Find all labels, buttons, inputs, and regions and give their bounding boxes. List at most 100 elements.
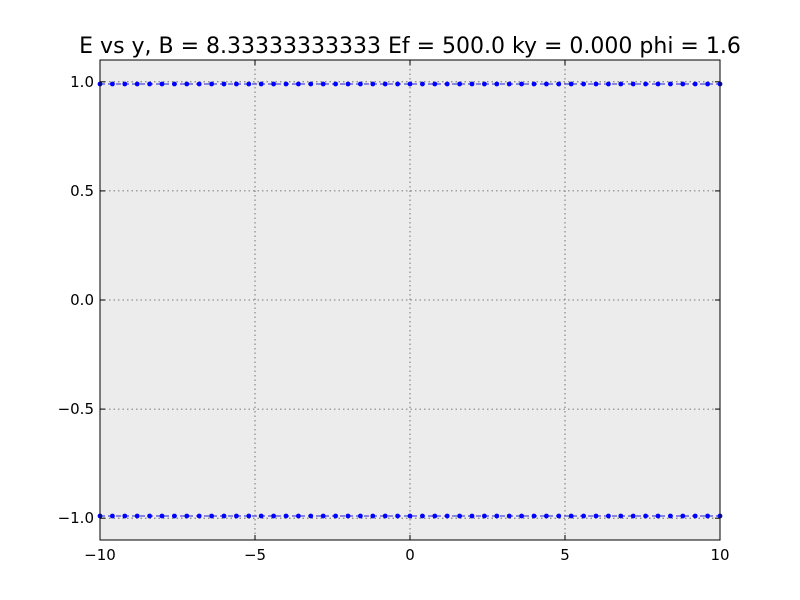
data-point xyxy=(407,513,413,519)
data-point xyxy=(482,513,487,519)
data-point xyxy=(581,81,586,87)
data-point xyxy=(110,81,115,87)
data-point xyxy=(705,513,710,519)
data-point xyxy=(147,513,153,519)
data-point xyxy=(333,513,338,519)
data-point xyxy=(382,81,388,87)
y-tick-label: −0.5 xyxy=(58,400,94,418)
data-point xyxy=(655,81,661,87)
data-point xyxy=(283,81,289,87)
data-point xyxy=(320,81,326,87)
data-point xyxy=(246,81,252,87)
data-point xyxy=(184,513,190,519)
data-point xyxy=(159,513,165,519)
x-tick-label: −10 xyxy=(84,546,116,564)
data-point xyxy=(432,81,438,87)
x-tick-label: −5 xyxy=(244,546,266,564)
data-point xyxy=(209,81,215,87)
data-point xyxy=(556,513,562,519)
data-point xyxy=(680,81,686,87)
data-point xyxy=(519,81,524,87)
data-point xyxy=(506,81,512,87)
data-point xyxy=(630,81,636,87)
data-point xyxy=(395,513,400,519)
data-point xyxy=(593,513,599,519)
data-point xyxy=(457,81,462,87)
data-point xyxy=(209,513,215,519)
data-point xyxy=(196,513,202,519)
data-point xyxy=(333,81,338,87)
data-point xyxy=(593,81,599,87)
data-point xyxy=(221,81,227,87)
data-point xyxy=(147,81,153,87)
data-point xyxy=(506,513,512,519)
data-point xyxy=(655,513,661,519)
data-point xyxy=(568,81,574,87)
data-point xyxy=(234,513,239,519)
data-point xyxy=(159,81,165,87)
chart-title: E vs y, B = 8.33333333333 Ef = 500.0 ky … xyxy=(79,34,741,59)
data-point xyxy=(122,81,128,87)
data-point xyxy=(196,81,202,87)
data-point xyxy=(519,513,524,519)
data-point xyxy=(432,513,438,519)
data-point xyxy=(544,81,549,87)
data-point xyxy=(469,513,475,519)
data-point xyxy=(469,81,475,87)
data-point xyxy=(172,81,177,87)
data-point xyxy=(420,81,425,87)
data-point xyxy=(296,513,301,519)
data-point xyxy=(556,81,562,87)
data-point xyxy=(494,81,500,87)
data-point xyxy=(494,513,500,519)
data-point xyxy=(258,81,264,87)
data-point xyxy=(345,81,351,87)
data-point xyxy=(457,513,462,519)
data-point xyxy=(581,513,586,519)
data-point xyxy=(271,81,276,87)
data-point xyxy=(358,513,363,519)
data-point xyxy=(618,81,624,87)
data-point xyxy=(692,81,698,87)
y-tick-label: 1.0 xyxy=(70,73,94,91)
data-point xyxy=(172,513,177,519)
data-point xyxy=(296,81,301,87)
data-point xyxy=(184,81,190,87)
data-point xyxy=(271,513,276,519)
data-point xyxy=(444,513,450,519)
y-tick-label: −1.0 xyxy=(58,509,94,527)
data-point xyxy=(395,81,400,87)
data-point xyxy=(370,81,376,87)
data-point xyxy=(692,513,698,519)
data-point xyxy=(382,513,388,519)
data-point xyxy=(606,513,611,519)
data-point xyxy=(705,81,710,87)
data-point xyxy=(308,81,314,87)
data-point xyxy=(630,513,636,519)
data-point xyxy=(444,81,450,87)
x-tick-label: 5 xyxy=(560,546,570,564)
x-tick-label: 0 xyxy=(405,546,415,564)
data-point xyxy=(134,513,140,519)
data-point xyxy=(407,81,413,87)
y-tick-label: 0.5 xyxy=(70,182,94,200)
data-point xyxy=(246,513,252,519)
data-point xyxy=(234,81,239,87)
data-series xyxy=(97,81,723,519)
data-point xyxy=(221,513,227,519)
data-point xyxy=(668,513,673,519)
data-point xyxy=(258,513,264,519)
data-point xyxy=(122,513,128,519)
data-point xyxy=(110,513,115,519)
data-point xyxy=(531,81,537,87)
data-point xyxy=(680,513,686,519)
data-point xyxy=(544,513,549,519)
data-point xyxy=(134,81,140,87)
data-point xyxy=(568,513,574,519)
data-point xyxy=(283,513,289,519)
data-point xyxy=(320,513,326,519)
data-point xyxy=(531,513,537,519)
data-point xyxy=(358,81,363,87)
data-point xyxy=(643,513,648,519)
